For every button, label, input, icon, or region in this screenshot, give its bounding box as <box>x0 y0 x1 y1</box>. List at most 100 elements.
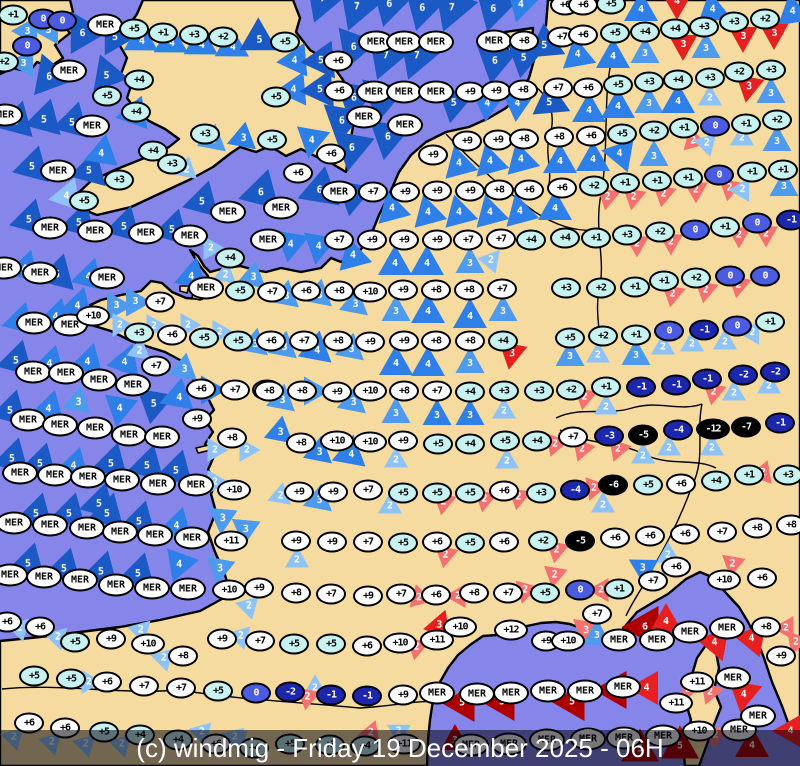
temperature-label: +4 <box>630 21 660 43</box>
sea-label: MER <box>459 682 495 706</box>
wind-force-value: 2 <box>614 444 621 456</box>
wind-force-value: 2 <box>594 349 602 361</box>
wind-force-value: 5 <box>256 34 263 46</box>
temperature-label: +8 <box>484 179 514 201</box>
wind-force-value: 2 <box>212 444 219 456</box>
sea-label: MER <box>48 361 84 385</box>
temperature-label: +9 <box>481 80 511 102</box>
temperature-label: +7 <box>353 479 383 501</box>
temperature-label: -1 <box>316 684 346 706</box>
wind-force-value: 2 <box>488 254 495 266</box>
temperature-label: +6 <box>547 177 577 199</box>
temperature-label: +9 <box>388 279 418 301</box>
sea-label: MER <box>10 408 46 432</box>
temperature-label: +10 <box>443 616 477 638</box>
temperature-label: +8 <box>544 126 574 148</box>
temperature-label: +8 <box>286 432 316 454</box>
temperature-label: +10 <box>383 632 417 654</box>
temperature-label: +4 <box>215 247 245 269</box>
sea-label: MER <box>250 228 286 252</box>
wind-force-value: 6 <box>491 55 498 67</box>
temperature-label: +1 <box>768 159 798 181</box>
temperature-label: +5 <box>455 482 485 504</box>
wind-force-value: 2 <box>161 652 168 664</box>
temperature-label: -2 <box>275 681 305 703</box>
temperature-label: +6 <box>489 480 519 502</box>
temperature-label: +7 <box>707 521 737 543</box>
temperature-label: +7 <box>166 677 196 699</box>
wind-force-value: 4 <box>486 207 493 219</box>
temperature-label: -5 <box>565 530 595 552</box>
temperature-label: +8 <box>168 645 198 667</box>
temperature-label: +1 <box>148 22 178 44</box>
temperature-label: +7 <box>582 603 612 625</box>
wind-force-value: 3 <box>632 349 640 361</box>
temperature-label: +9 <box>355 331 385 353</box>
wind-force-value: 4 <box>466 311 474 323</box>
temperature-label: +1 <box>673 167 703 189</box>
temperature-label: +7 <box>543 77 573 99</box>
wind-force-value: 3 <box>745 81 752 93</box>
temperature-label: +3 <box>157 153 187 175</box>
temperature-label: +6 <box>323 50 353 72</box>
sea-label: MER <box>115 373 151 397</box>
temperature-label: +8 <box>751 616 781 638</box>
wind-force-value: 4 <box>637 4 645 16</box>
wind-force-value: 3 <box>499 305 507 317</box>
temperature-label: +9 <box>422 229 452 251</box>
temperature-label: +5 <box>261 86 291 108</box>
sea-label: MER <box>134 576 170 600</box>
temperature-label: +5 <box>257 129 287 151</box>
temperature-label: +7 <box>220 379 250 401</box>
temperature-label: +4 <box>663 69 693 91</box>
temperature-label: -4 <box>560 479 590 501</box>
sea-label: MER <box>22 261 58 285</box>
temperature-label: +6 <box>256 330 286 352</box>
temperature-label: +5 <box>92 85 122 107</box>
temperature-label: +1 <box>710 216 740 238</box>
wind-force-value: 4 <box>84 356 91 368</box>
wind-force-value: 2 <box>792 637 799 649</box>
wind-force-value: 4 <box>673 0 681 7</box>
temperature-label: +2 <box>750 8 780 30</box>
temperature-label: +10 <box>707 569 741 591</box>
temperature-label: +9 <box>322 381 352 403</box>
wind-force-value: 2 <box>739 183 746 195</box>
sea-label: MER <box>493 681 529 705</box>
wind-force-value: 6 <box>79 28 86 40</box>
temperature-label: +10 <box>551 630 585 652</box>
temperature-label: +3 <box>124 322 154 344</box>
temperature-label: +5 <box>422 482 452 504</box>
sea-label: MER <box>321 180 357 204</box>
temperature-label: +9 <box>182 408 212 430</box>
temperature-label: +11 <box>214 530 248 552</box>
land-channel-islet-1 <box>179 285 190 294</box>
sea-label: MER <box>530 679 566 703</box>
temperature-label: 0 <box>12 35 42 57</box>
temperature-label: +2 <box>586 277 616 299</box>
temperature-label: +4 <box>516 229 546 251</box>
temperature-label: +9 <box>207 628 237 650</box>
temperature-label: -7 <box>731 416 761 438</box>
temperature-label: -2 <box>760 361 790 383</box>
sea-label: MER <box>102 520 138 544</box>
temperature-label: +9 <box>452 130 482 152</box>
temperature-label: -1 <box>776 209 800 231</box>
wind-force-value: 3 <box>219 513 226 525</box>
temperature-label: +5 <box>119 18 149 40</box>
wind-force-value: 3 <box>316 447 323 459</box>
sea-label: MER <box>128 221 164 245</box>
temperature-label: +4 <box>455 433 485 455</box>
wind-force-value: 6 <box>348 142 355 154</box>
temperature-label: +5 <box>423 433 453 455</box>
sea-label: MER <box>418 30 454 54</box>
temperature-label: 0 <box>47 10 77 32</box>
wind-force-value: 3 <box>433 409 441 421</box>
temperature-label: +10 <box>131 633 165 655</box>
sea-label: MER <box>137 523 173 547</box>
temperature-label: +5 <box>530 582 560 604</box>
wind-force-value: 4 <box>517 154 524 166</box>
sea-label: MER <box>104 468 140 492</box>
temperature-label: +9 <box>317 531 347 553</box>
wind-force-value: 2 <box>599 499 607 511</box>
